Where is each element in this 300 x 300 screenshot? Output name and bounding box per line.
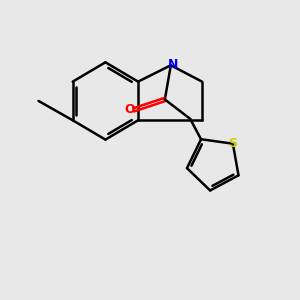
Text: S: S (228, 136, 237, 150)
Text: N: N (168, 58, 178, 71)
Text: O: O (125, 103, 135, 116)
